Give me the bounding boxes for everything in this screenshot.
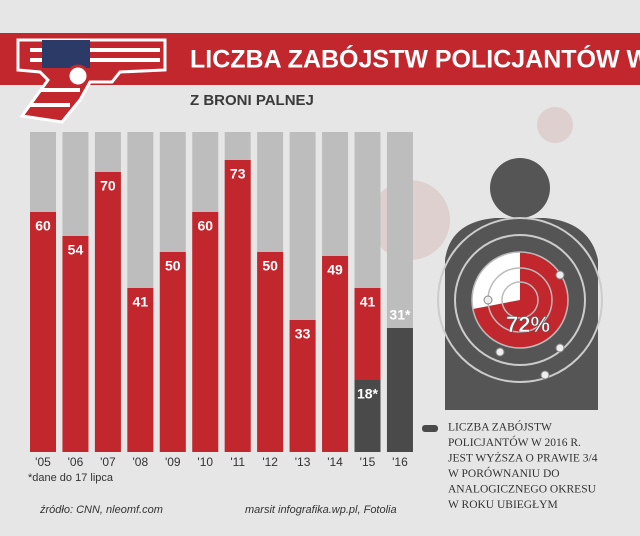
x-tick-label: '06 [68, 455, 84, 469]
value-label: 41 [360, 294, 376, 310]
source: źródło: CNN, nleomf.com [39, 504, 163, 516]
note-line: JEST WYŻSZA O PRAWIE 3/4 [448, 451, 598, 465]
bar [127, 288, 154, 452]
x-tick-label: '13 [295, 455, 311, 469]
target-ring [471, 251, 569, 349]
note-line: W PORÓWNANIU DO [448, 466, 560, 480]
x-tick-label: '16 [392, 455, 408, 469]
value-label: 73 [230, 166, 246, 182]
value-label: 50 [165, 258, 181, 274]
value-label: 31* [389, 307, 411, 323]
x-tick-label: '10 [197, 455, 213, 469]
footnote: *dane do 17 lipca [28, 472, 114, 484]
value-label: 33 [295, 326, 311, 342]
x-tick-label: '08 [133, 455, 149, 469]
value-label: 60 [197, 218, 213, 234]
pie-chart: 72% [471, 251, 569, 380]
credit: marsit infografika.wp.pl, Fotolia [245, 504, 397, 516]
bar [322, 256, 349, 452]
bullet-hole [555, 270, 565, 280]
x-tick-label: '15 [360, 455, 376, 469]
target-ring [501, 281, 539, 319]
subtitle: Z BRONI PALNEJ [190, 92, 314, 109]
bullet-hole [483, 295, 493, 305]
x-tick-label: '12 [262, 455, 278, 469]
bar [224, 160, 251, 452]
bullet-hole [555, 343, 565, 353]
bullet-hole [540, 370, 550, 380]
bar [386, 328, 413, 452]
bar [257, 252, 284, 452]
value-label: 49 [327, 262, 343, 278]
pie-slice [472, 252, 568, 348]
note-line: LICZBA ZABÓJSTW [448, 420, 552, 434]
value-label: 50 [262, 258, 278, 274]
bar [289, 320, 316, 452]
bar [159, 252, 186, 452]
splatter [537, 107, 573, 143]
value-label: 60 [35, 218, 51, 234]
value-label: 18* [357, 386, 379, 402]
x-tick-label: '09 [165, 455, 181, 469]
x-tick-label: '05 [35, 455, 51, 469]
value-label: 70 [100, 178, 116, 194]
x-tick-label: '07 [100, 455, 116, 469]
value-label: 54 [68, 242, 84, 258]
bar [192, 212, 219, 452]
x-tick-label: '11 [230, 455, 245, 469]
gun-icon [16, 38, 167, 124]
bar [94, 172, 121, 452]
x-tick-label: '14 [327, 455, 343, 469]
note-line: POLICJANTÓW W 2016 R. [448, 435, 581, 449]
pie-label: 72% [506, 312, 550, 337]
bullet-icon [422, 425, 438, 432]
bar [62, 236, 89, 452]
note-line: ANALOGICZNEGO OKRESU [448, 484, 597, 496]
value-label: 41 [133, 294, 149, 310]
bullet-hole [495, 347, 505, 357]
title: LICZBA ZABÓJSTW POLICJANTÓW W USA [190, 44, 640, 74]
bar [354, 380, 381, 452]
bar [30, 212, 56, 452]
note-line: W ROKU UBIEGŁYM [448, 499, 558, 511]
